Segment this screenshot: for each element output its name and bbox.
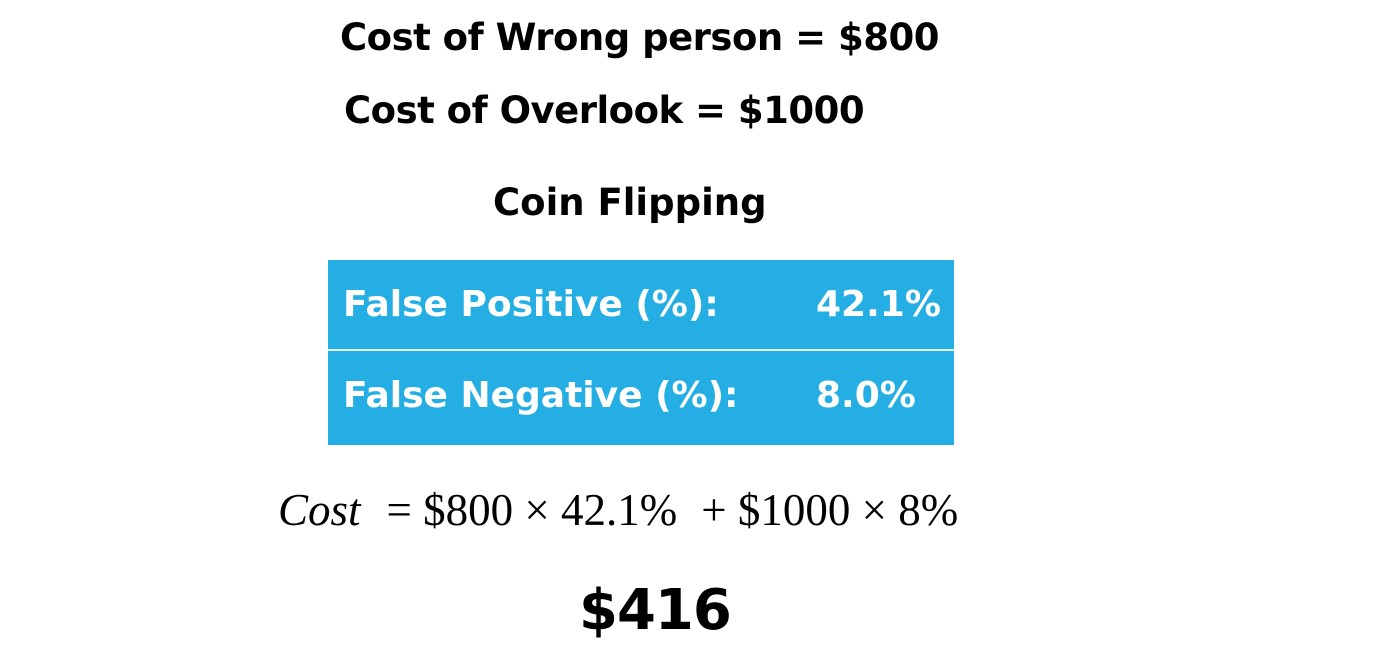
cost-overlook-text: Cost of Overlook = $1000: [344, 89, 865, 132]
false-positive-row: False Positive (%): 42.1%: [328, 260, 954, 349]
rates-table: False Positive (%): 42.1% False Negative…: [328, 260, 954, 445]
false-negative-label: False Negative (%):: [343, 375, 739, 416]
row-divider: [328, 349, 954, 351]
formula-term-2: + $1000 × 8%: [701, 485, 959, 535]
false-negative-row: False Negative (%): 8.0%: [328, 351, 954, 440]
false-positive-label: False Positive (%):: [343, 284, 719, 325]
formula-term-1: = $800 × 42.1%: [386, 485, 678, 535]
formula-variable: Cost: [278, 485, 361, 535]
total-cost: $416: [579, 578, 732, 643]
cost-formula: Cost = $800 × 42.1% + $1000 × 8%: [278, 484, 958, 536]
cost-wrong-person-text: Cost of Wrong person = $800: [340, 16, 939, 59]
false-positive-value: 42.1%: [816, 284, 941, 325]
section-title: Coin Flipping: [493, 181, 767, 224]
false-negative-value: 8.0%: [816, 375, 916, 416]
